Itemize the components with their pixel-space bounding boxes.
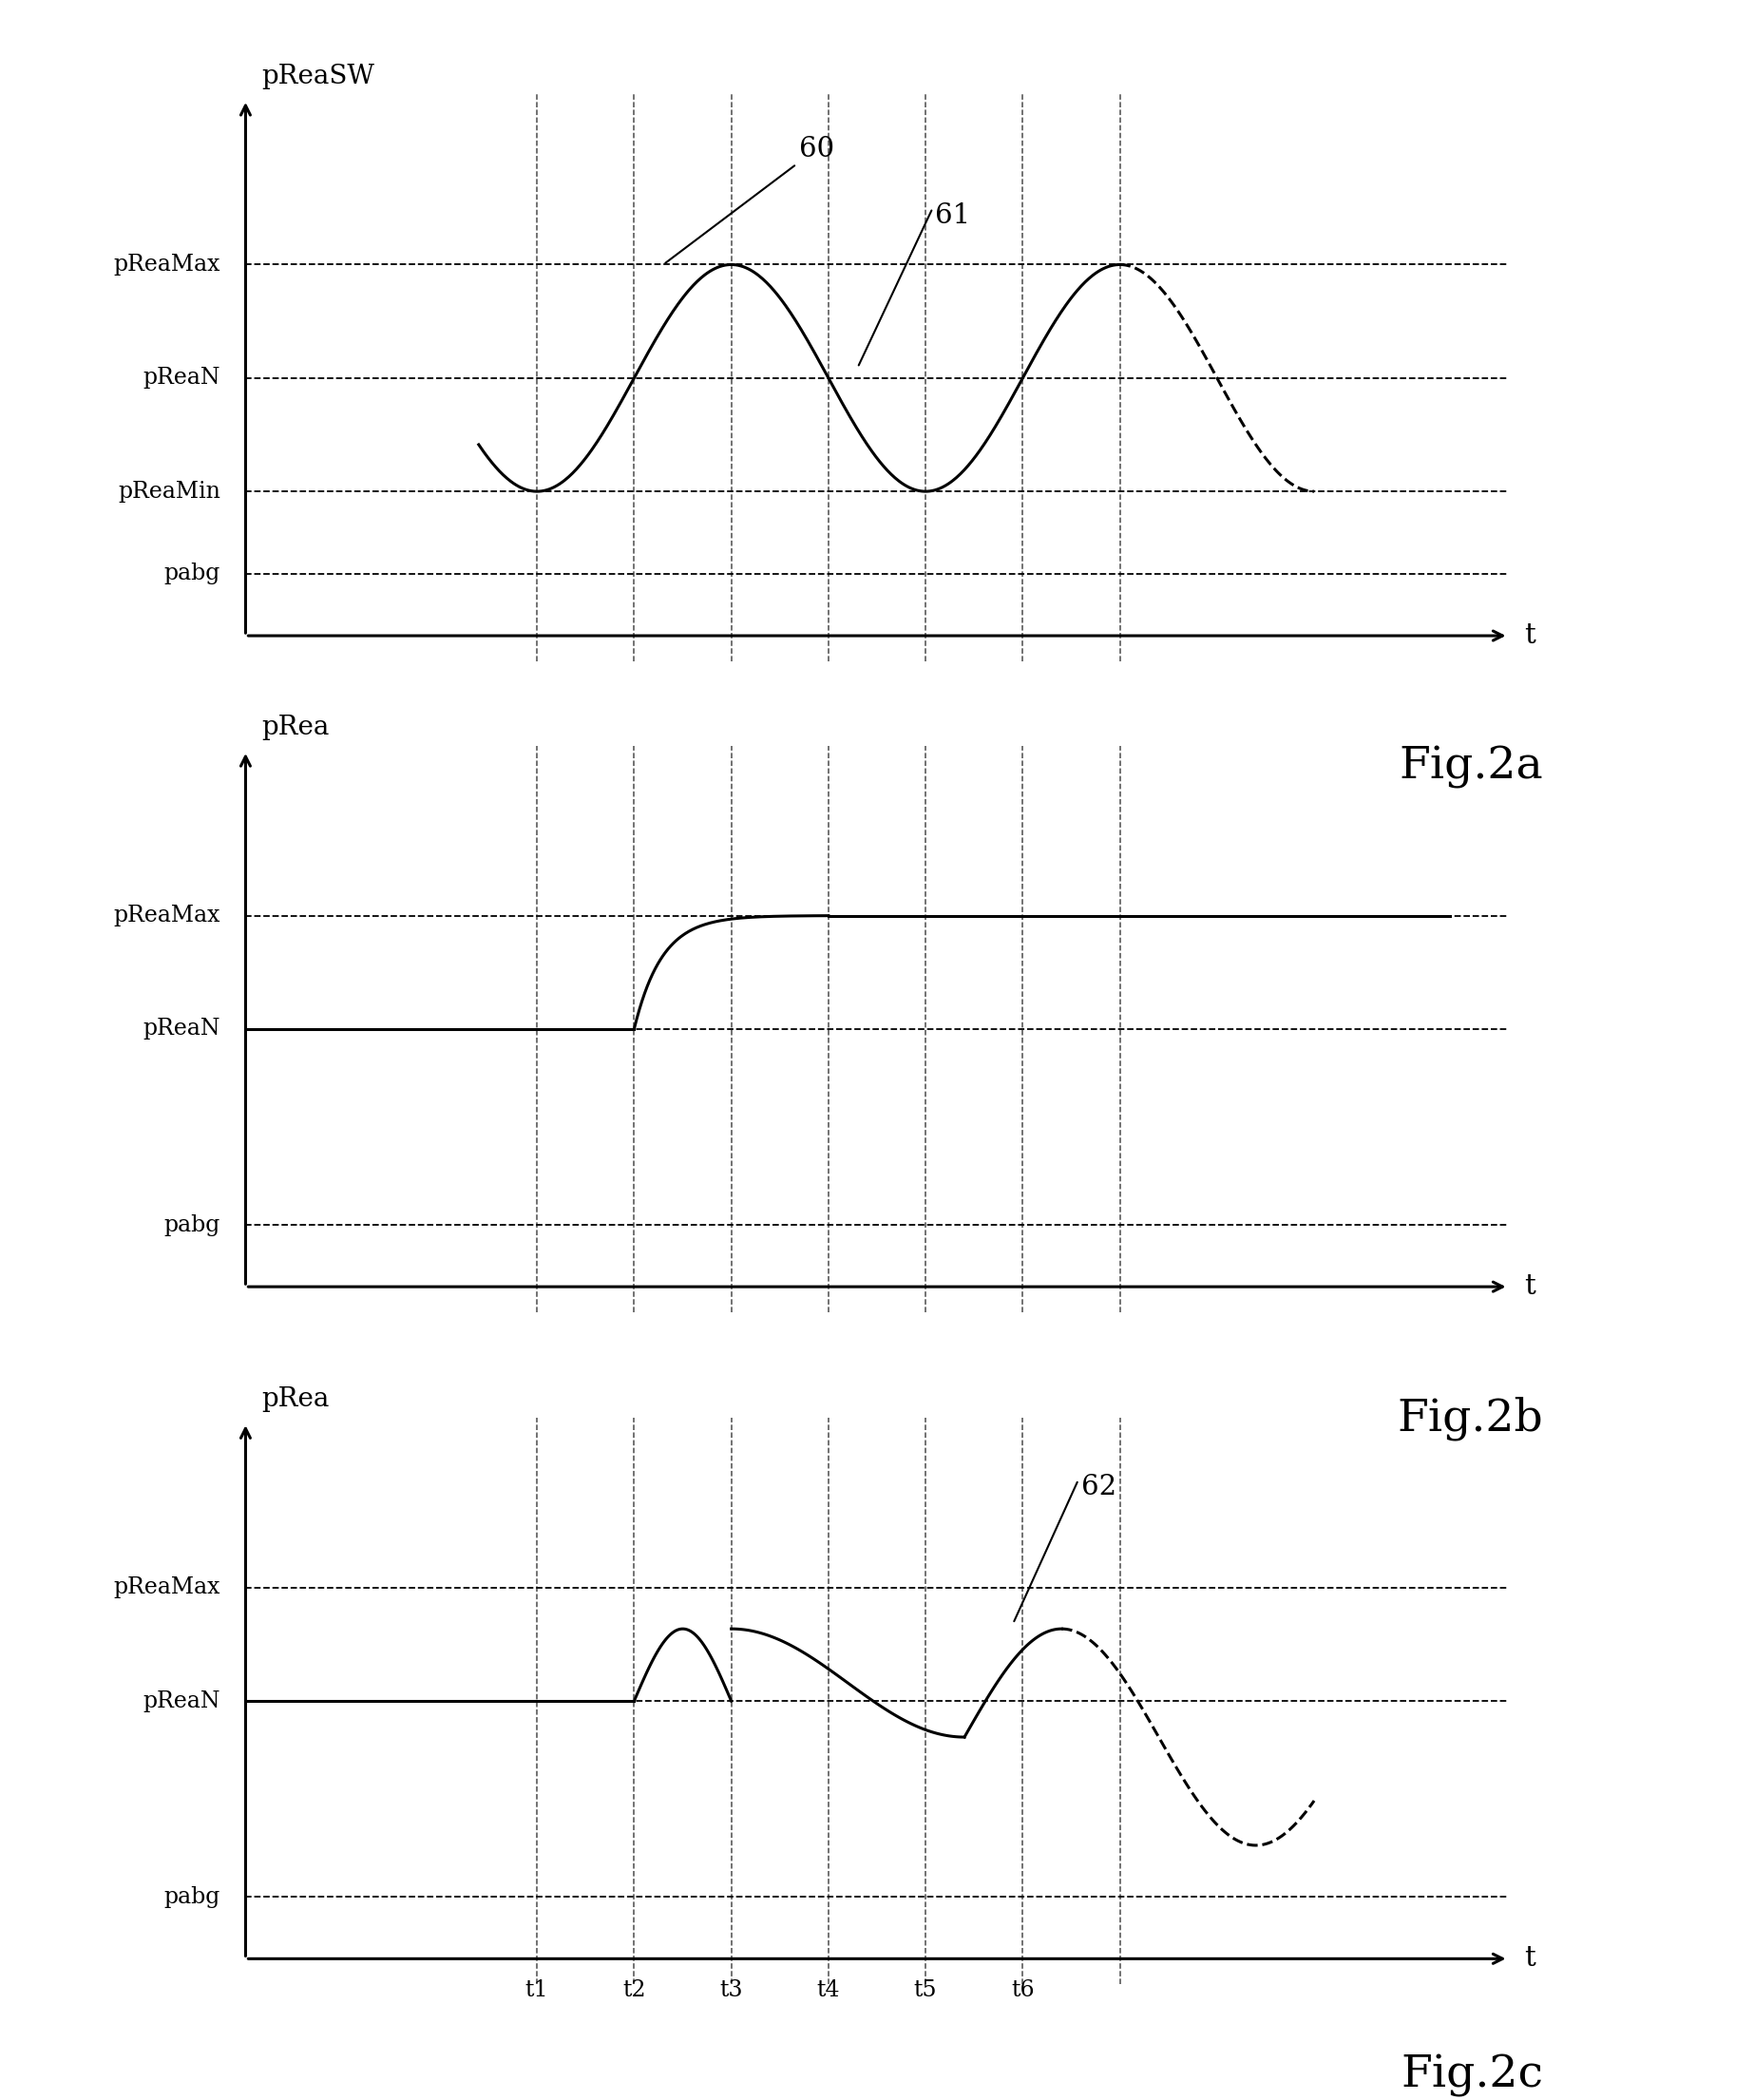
Text: t: t <box>1524 622 1535 649</box>
Text: pReaN: pReaN <box>142 1018 221 1039</box>
Text: t: t <box>1524 1273 1535 1300</box>
Text: pabg: pabg <box>163 1886 221 1907</box>
Text: pReaMax: pReaMax <box>114 254 221 275</box>
Text: 62: 62 <box>1014 1474 1116 1621</box>
Text: 61: 61 <box>859 202 970 365</box>
Text: pReaMin: pReaMin <box>118 481 221 502</box>
Text: t5: t5 <box>914 1980 937 2001</box>
Text: pRea: pRea <box>261 1386 330 1413</box>
Text: t2: t2 <box>623 1980 645 2001</box>
Text: t6: t6 <box>1010 1980 1035 2001</box>
Text: t4: t4 <box>817 1980 840 2001</box>
Text: Fig.2a: Fig.2a <box>1400 745 1544 788</box>
Text: t1: t1 <box>524 1980 549 2001</box>
Text: Fig.2c: Fig.2c <box>1401 2054 1544 2096</box>
Text: pReaSW: pReaSW <box>261 63 374 90</box>
Text: pRea: pRea <box>261 714 330 741</box>
Text: pabg: pabg <box>163 563 221 584</box>
Text: pabg: pabg <box>163 1214 221 1235</box>
Text: 60: 60 <box>665 134 835 262</box>
Text: pReaN: pReaN <box>142 368 221 388</box>
Text: t: t <box>1524 1945 1535 1972</box>
Text: pReaN: pReaN <box>142 1690 221 1711</box>
Text: t3: t3 <box>719 1980 744 2001</box>
Text: Fig.2b: Fig.2b <box>1398 1396 1544 1441</box>
Text: pReaMax: pReaMax <box>114 1577 221 1598</box>
Text: pReaMax: pReaMax <box>114 905 221 926</box>
